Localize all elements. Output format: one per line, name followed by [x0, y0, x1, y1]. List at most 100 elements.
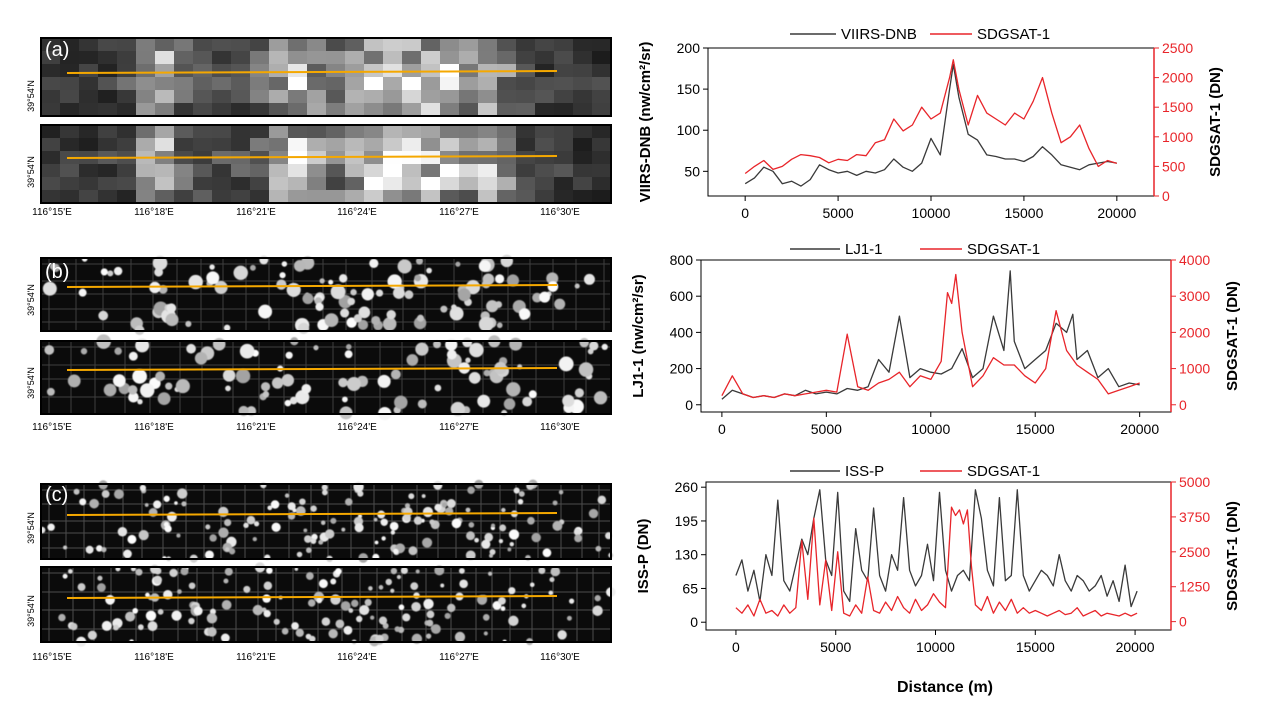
light-spot	[465, 507, 471, 513]
map-pixel	[364, 90, 383, 103]
light-spot	[508, 615, 519, 627]
light-spot	[531, 532, 541, 543]
light-spot	[573, 528, 581, 536]
map-pixel	[554, 190, 573, 203]
light-spot	[46, 387, 55, 396]
map-pixel	[307, 138, 326, 151]
map-pixel	[383, 125, 402, 138]
light-spot	[380, 518, 388, 526]
light-spot	[414, 274, 422, 282]
light-spot	[166, 303, 177, 313]
y-tick-label: 200	[670, 361, 694, 377]
map-pixel	[269, 177, 288, 190]
light-spot	[509, 337, 523, 351]
map-pixel	[288, 77, 307, 90]
map-pixel	[136, 164, 155, 177]
map-pixel	[307, 103, 326, 116]
light-spot	[113, 266, 123, 276]
light-spot	[279, 272, 286, 279]
y-tick-label: 100	[677, 122, 701, 138]
map-pixel	[326, 103, 345, 116]
light-spot	[474, 537, 479, 543]
light-spot	[356, 615, 363, 623]
map-pixel	[79, 103, 98, 116]
light-spot	[498, 596, 506, 605]
light-spot	[186, 343, 196, 354]
map-pixel	[193, 190, 212, 203]
map-pixel	[212, 190, 231, 203]
profile-line	[66, 367, 558, 371]
map-pixel	[516, 38, 535, 51]
light-spot	[181, 501, 187, 507]
profile-line	[66, 512, 558, 516]
y-right-tick-label: 1250	[1179, 579, 1210, 595]
map-pixel	[136, 51, 155, 64]
light-spot	[243, 522, 249, 529]
light-spot	[315, 302, 324, 311]
map-pixel	[60, 190, 79, 203]
map-pixel	[364, 64, 383, 77]
map-image	[40, 124, 612, 204]
map-pixel	[326, 51, 345, 64]
panel-label-b: (b)	[45, 261, 69, 283]
light-spot	[451, 518, 462, 529]
map-pixel	[440, 103, 459, 116]
map-pixel	[402, 51, 421, 64]
map-pixel	[117, 90, 136, 103]
map-pixel	[41, 77, 60, 90]
x-tick-label: 20000	[1097, 205, 1136, 221]
light-spot	[348, 608, 354, 613]
light-spot	[89, 498, 99, 509]
light-spot	[357, 319, 369, 330]
map-pixel	[250, 77, 269, 90]
light-spot	[330, 517, 337, 524]
light-spot	[310, 505, 317, 512]
light-spot	[316, 597, 323, 604]
map-pixel	[497, 90, 516, 103]
light-spot	[347, 297, 356, 306]
light-spot	[318, 579, 328, 589]
y-right-tick-label: 500	[1162, 158, 1186, 174]
light-spot	[359, 604, 370, 616]
map-pixel	[478, 90, 497, 103]
light-spot	[302, 293, 314, 305]
light-spot	[495, 274, 505, 284]
light-spot	[431, 624, 441, 634]
light-spot	[112, 624, 119, 631]
light-spot	[588, 508, 599, 519]
light-spot	[440, 305, 448, 313]
light-spot	[509, 541, 514, 547]
map-pixel	[307, 164, 326, 177]
series-line-sdgsat-1	[744, 59, 1117, 175]
light-spot	[207, 627, 217, 637]
light-spot	[155, 371, 166, 382]
light-spot	[253, 521, 260, 527]
light-spot	[263, 610, 271, 618]
map-pixel	[364, 125, 383, 138]
light-spot	[127, 534, 137, 544]
map-pixel	[326, 64, 345, 77]
map-pixel	[174, 38, 193, 51]
light-spot	[450, 401, 466, 417]
light-spot	[85, 545, 94, 554]
map-pixel	[212, 64, 231, 77]
light-spot	[404, 503, 411, 509]
y-right-tick-label: 3750	[1179, 509, 1210, 525]
light-spot	[378, 585, 384, 590]
map-pixel	[288, 51, 307, 64]
y-axis-title-right: SDGSAT-1 (DN)	[1224, 501, 1241, 611]
light-spot	[374, 540, 379, 545]
y-axis-title-left: LJ1-1 (nw/cm²/sr)	[630, 274, 647, 397]
map-pixel	[345, 138, 364, 151]
y-tick-label: 400	[670, 324, 694, 340]
map-pixel	[516, 90, 535, 103]
lon-tick-label: 116°21'E	[236, 422, 276, 433]
map-pixel	[459, 103, 478, 116]
map-pixel	[155, 64, 174, 77]
map-pixel	[136, 125, 155, 138]
light-spot	[465, 357, 471, 363]
map-pixel	[402, 138, 421, 151]
map-pixel	[117, 177, 136, 190]
light-spot	[228, 548, 236, 555]
light-spot	[552, 500, 558, 506]
